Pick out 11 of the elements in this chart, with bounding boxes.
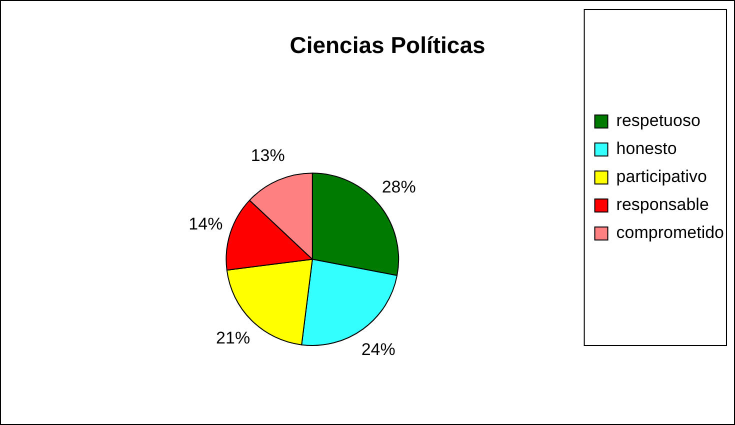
data-label: 13% [250, 146, 285, 166]
legend-label: participativo [616, 167, 708, 186]
data-label: 28% [382, 177, 416, 196]
legend-label: comprometido [616, 223, 724, 242]
data-label: 14% [188, 214, 223, 234]
legend-label: respetuoso [616, 111, 700, 130]
legend-label: responsable [616, 195, 709, 214]
text: Ciencias Políticas [290, 32, 486, 58]
legend-label: honesto [616, 139, 677, 158]
data-label: 21% [216, 328, 250, 348]
data-label: 24% [361, 340, 396, 359]
